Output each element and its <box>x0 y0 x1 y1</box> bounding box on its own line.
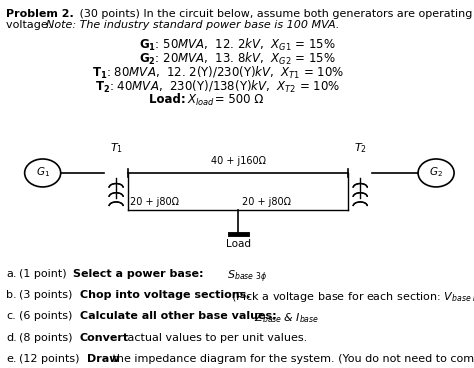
Text: 40 + j160Ω: 40 + j160Ω <box>210 156 266 166</box>
Text: (8 points): (8 points) <box>19 333 76 343</box>
Text: Chop into voltage sections.: Chop into voltage sections. <box>80 290 250 300</box>
Text: $T_2$: $T_2$ <box>354 141 367 155</box>
Text: Load: Load <box>226 239 251 249</box>
Text: $\mathbf{T_1}$: 80$\mathit{MVA}$,  12. 2(Y)/230(Y)$\mathit{kV}$,  $X_{T1}$ = 10%: $\mathbf{T_1}$: 80$\mathit{MVA}$, 12. 2(… <box>92 65 344 81</box>
Text: the impedance diagram for the system. (You do not need to combine: the impedance diagram for the system. (Y… <box>109 354 474 364</box>
Text: (6 points): (6 points) <box>19 311 76 321</box>
Text: $\mathbf{T_2}$: 40$\mathit{MVA}$,  230(Y)/138(Y)$\mathit{kV}$,  $X_{T2}$ = 10%: $\mathbf{T_2}$: 40$\mathit{MVA}$, 230(Y)… <box>95 79 341 95</box>
Text: $G_1$: $G_1$ <box>36 165 50 179</box>
Text: & $I_{base}$: & $I_{base}$ <box>280 311 319 325</box>
Text: $\mathbf{G_1}$: 50$\mathit{MVA}$,  12. 2$\mathit{kV}$,  $X_{G1}$ = 15%: $\mathbf{G_1}$: 50$\mathit{MVA}$, 12. 2$… <box>139 37 335 53</box>
Text: (12 points): (12 points) <box>19 354 83 364</box>
Text: 20 + j80Ω: 20 + j80Ω <box>242 197 291 207</box>
Text: = 500 Ω: = 500 Ω <box>211 93 263 106</box>
Text: 20 + j80Ω: 20 + j80Ω <box>130 197 179 207</box>
Text: Note: The industry standard power base is 100 MVA.: Note: The industry standard power base i… <box>46 20 339 30</box>
Text: b.: b. <box>6 290 17 300</box>
Text: (30 points) In the circuit below, assume both generators are operating at rated: (30 points) In the circuit below, assume… <box>76 9 474 19</box>
Text: (1 point): (1 point) <box>19 269 70 279</box>
Text: d.: d. <box>6 333 17 343</box>
Text: (3 points): (3 points) <box>19 290 76 300</box>
Text: Select a power base:: Select a power base: <box>73 269 204 279</box>
Text: (Pick a voltage base for each section: $V_{base\ L-L}$): (Pick a voltage base for each section: $… <box>228 290 474 304</box>
Text: voltage.: voltage. <box>6 20 55 30</box>
Text: Load:: Load: <box>149 93 190 106</box>
Text: e.: e. <box>6 354 17 364</box>
Text: Problem 2.: Problem 2. <box>6 9 74 19</box>
Text: Calculate all other base values:: Calculate all other base values: <box>80 311 276 321</box>
Text: c.: c. <box>6 311 16 321</box>
Text: $X_{load}$: $X_{load}$ <box>187 93 215 108</box>
Text: $Z_{base}$: $Z_{base}$ <box>251 311 283 325</box>
Text: Convert: Convert <box>80 333 129 343</box>
Text: $\mathbf{G_2}$: 20$\mathit{MVA}$,  13. 8$\mathit{kV}$,  $X_{G2}$ = 15%: $\mathbf{G_2}$: 20$\mathit{MVA}$, 13. 8$… <box>139 51 335 67</box>
Text: $T_1$: $T_1$ <box>109 141 123 155</box>
Text: $S_{base\ 3\phi}$: $S_{base\ 3\phi}$ <box>227 269 266 285</box>
Text: a.: a. <box>6 269 17 279</box>
Text: actual values to per unit values.: actual values to per unit values. <box>124 333 308 343</box>
Text: Draw: Draw <box>87 354 119 364</box>
Text: $G_2$: $G_2$ <box>429 165 443 179</box>
